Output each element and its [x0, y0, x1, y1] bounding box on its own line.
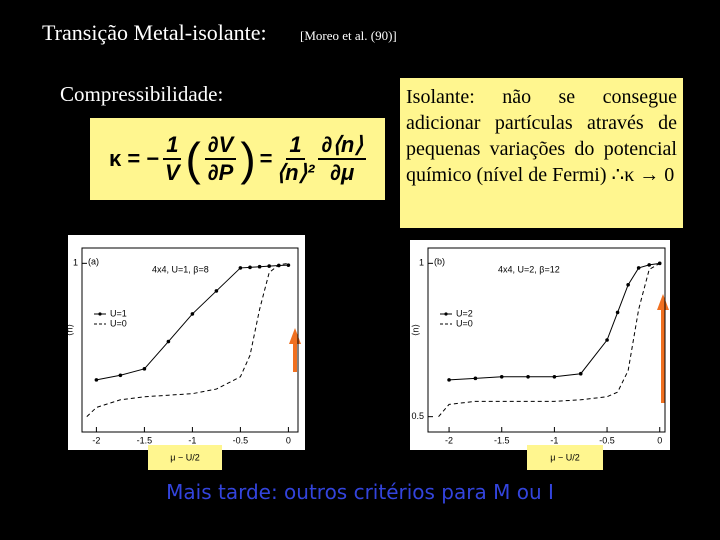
equals: = — [259, 146, 273, 171]
point — [626, 283, 630, 287]
title: Transição Metal-isolante: — [42, 20, 267, 45]
point — [248, 265, 252, 270]
y-tick-label: 1 — [73, 258, 78, 268]
point — [605, 338, 609, 342]
fraction: ∂V ∂P — [204, 132, 237, 186]
plot-background — [68, 235, 305, 450]
point — [447, 378, 451, 382]
x-tick-label: -1.5 — [494, 435, 510, 445]
x-tick-label: -1.5 — [137, 435, 153, 445]
y-axis-label: ⟨n⟩ — [64, 324, 74, 336]
legend-label: U=0 — [456, 318, 473, 328]
x-tick-label: -2 — [92, 435, 100, 445]
paren: ( — [185, 133, 201, 185]
legend-marker — [444, 312, 448, 316]
footer: Mais tarde: outros critérios para M ou I — [166, 480, 554, 504]
point — [214, 289, 219, 293]
y-tick-label: 0.5 — [411, 411, 424, 421]
series-line — [86, 262, 289, 418]
reference: [Moreo et al. (90)] — [300, 28, 397, 43]
x-tick-label: -1 — [550, 435, 558, 445]
annotation: 4x4, U=2, β=12 — [498, 264, 560, 274]
x-tick-label: 0 — [286, 435, 291, 445]
numerator: 1 — [163, 132, 182, 160]
panel-label: (b) — [434, 256, 445, 266]
point — [94, 378, 99, 382]
x-tick-label: -2 — [445, 435, 453, 445]
x-tick-label: -0.5 — [599, 435, 615, 445]
fraction: ∂⟨n⟩ ∂μ — [318, 132, 366, 186]
x-tick-label: -0.5 — [233, 435, 249, 445]
plot-frame — [81, 247, 299, 433]
numerator: 1 — [286, 132, 305, 160]
point — [238, 266, 243, 270]
legend-label: U=1 — [110, 308, 127, 318]
y-axis-label: ⟨n⟩ — [410, 324, 420, 336]
denominator: ∂μ — [330, 160, 355, 185]
denominator: ∂P — [207, 160, 234, 185]
annotation: 4x4, U=1, β=8 — [152, 264, 209, 274]
point — [552, 375, 557, 379]
numerator: ∂V — [204, 132, 237, 160]
point — [636, 266, 641, 270]
paren: ) — [240, 133, 256, 185]
denominator: ⟨n⟩² — [276, 160, 315, 185]
point — [578, 371, 583, 376]
xlabel-box — [527, 445, 603, 470]
x-tick-label: 0 — [657, 435, 662, 445]
xlabel-box — [148, 445, 222, 470]
formula-lhs: κ = − — [109, 146, 160, 171]
series-line — [438, 262, 660, 417]
point — [166, 339, 171, 344]
panel-label: (a) — [88, 256, 99, 266]
point — [190, 312, 195, 316]
x-axis-label: μ − U/2 — [170, 452, 199, 462]
point — [286, 263, 291, 267]
note-box: Isolante: não se consegue adicionar part… — [400, 78, 683, 228]
point — [473, 376, 478, 381]
x-tick-label: -1 — [188, 435, 196, 445]
point — [257, 264, 262, 269]
point — [499, 375, 504, 379]
fraction: 1 ⟨n⟩² — [277, 132, 315, 186]
legend-label: U=0 — [110, 318, 127, 328]
legend-label: U=2 — [456, 308, 473, 318]
denominator: V — [165, 160, 180, 185]
point — [118, 373, 123, 378]
numerator: ∂⟨n⟩ — [318, 132, 366, 160]
series-line — [449, 262, 660, 381]
point — [647, 263, 651, 267]
plot-frame — [427, 247, 666, 433]
plot-background — [410, 240, 670, 450]
subtitle: Compressibilidade: — [60, 82, 224, 106]
legend-marker — [98, 312, 102, 316]
point — [142, 367, 147, 371]
point — [267, 264, 272, 268]
point — [526, 375, 530, 379]
y-tick-label: 1 — [419, 258, 424, 268]
x-axis-label: μ − U/2 — [550, 452, 579, 462]
point — [615, 310, 620, 315]
